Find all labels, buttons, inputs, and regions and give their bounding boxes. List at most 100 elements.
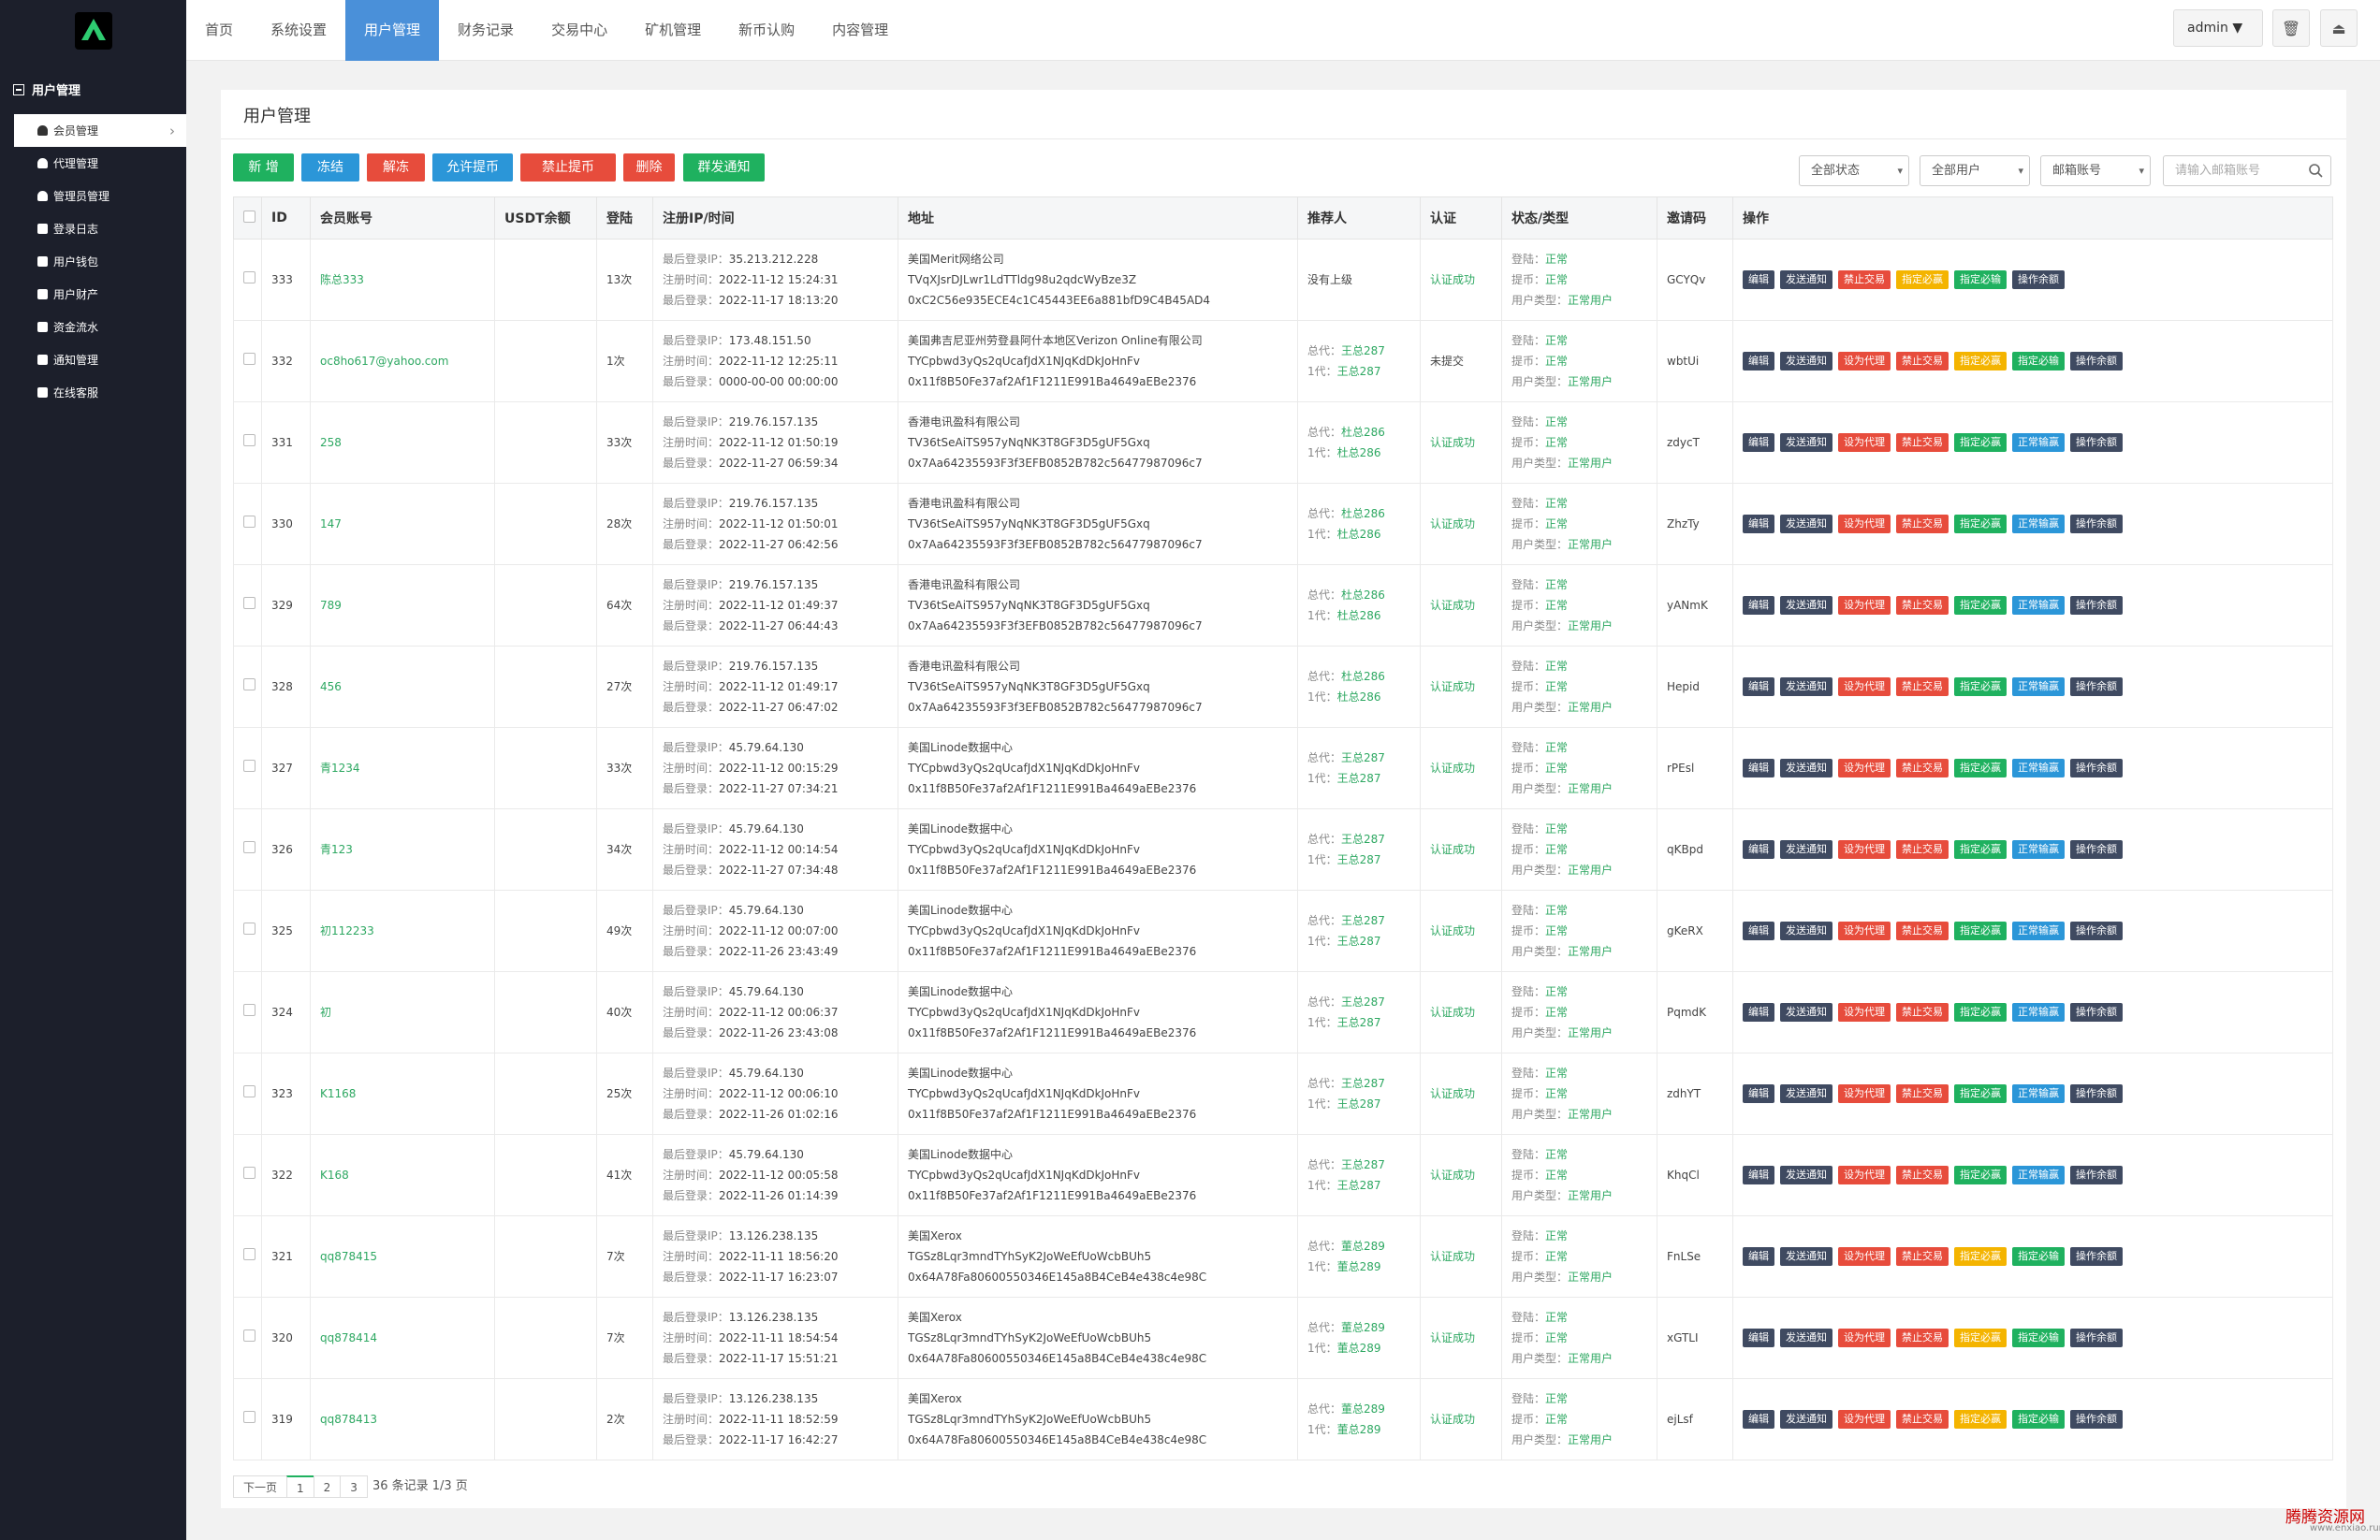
operation-button[interactable]: 编辑 — [1743, 1084, 1774, 1103]
status-select[interactable]: 全部状态 — [1799, 155, 1909, 186]
operation-button[interactable]: 指定必赢 — [1954, 1329, 2007, 1347]
row-checkbox[interactable] — [243, 1167, 256, 1179]
operation-button[interactable]: 正常输赢 — [2012, 677, 2065, 696]
operation-button[interactable]: 操作余额 — [2070, 1003, 2123, 1022]
operation-button[interactable]: 发送通知 — [1780, 1084, 1832, 1103]
operation-button[interactable]: 设为代理 — [1838, 515, 1891, 533]
user-account-link[interactable]: 初 — [310, 971, 495, 1053]
operation-button[interactable]: 操作余额 — [2070, 1084, 2123, 1103]
operation-button[interactable]: 设为代理 — [1838, 1003, 1891, 1022]
row-checkbox[interactable] — [243, 1411, 256, 1423]
user-account-link[interactable]: qq878414 — [310, 1297, 495, 1379]
sidebar-item[interactable]: 资金流水 — [0, 311, 186, 343]
row-checkbox[interactable] — [243, 678, 256, 690]
operation-button[interactable]: 操作余额 — [2012, 270, 2065, 289]
operation-button[interactable]: 禁止交易 — [1896, 1247, 1949, 1266]
row-checkbox[interactable] — [243, 516, 256, 528]
toolbar-button[interactable]: 群发通知 — [683, 153, 765, 182]
operation-button[interactable]: 指定必输 — [1954, 270, 2007, 289]
search-icon[interactable] — [2308, 163, 2323, 178]
user-account-link[interactable]: qq878415 — [310, 1215, 495, 1298]
row-checkbox[interactable] — [243, 1085, 256, 1097]
operation-button[interactable]: 禁止交易 — [1896, 1084, 1949, 1103]
sidebar-item[interactable]: 用户钱包 — [0, 245, 186, 278]
operation-button[interactable]: 指定必赢 — [1954, 352, 2007, 370]
operation-button[interactable]: 发送通知 — [1780, 1329, 1832, 1347]
nav-tab[interactable]: 新币认购 — [738, 22, 796, 38]
operation-button[interactable]: 编辑 — [1743, 1247, 1774, 1266]
operation-button[interactable]: 发送通知 — [1780, 677, 1832, 696]
operation-button[interactable]: 发送通知 — [1780, 1003, 1832, 1022]
operation-button[interactable]: 设为代理 — [1838, 433, 1891, 452]
operation-button[interactable]: 设为代理 — [1838, 677, 1891, 696]
sidebar-item[interactable]: 会员管理 — [14, 114, 186, 147]
operation-button[interactable]: 编辑 — [1743, 352, 1774, 370]
toolbar-button[interactable]: 冻结 — [301, 153, 359, 182]
operation-button[interactable]: 正常输赢 — [2012, 1166, 2065, 1184]
toolbar-button[interactable]: 新 增 — [233, 153, 294, 182]
operation-button[interactable]: 编辑 — [1743, 759, 1774, 777]
user-account-link[interactable]: 初112233 — [310, 890, 495, 972]
operation-button[interactable]: 指定必赢 — [1896, 270, 1949, 289]
sidebar-item[interactable]: 管理员管理 — [0, 180, 186, 212]
operation-button[interactable]: 指定必赢 — [1954, 759, 2007, 777]
operation-button[interactable]: 指定必输 — [2012, 1329, 2065, 1347]
pager-next[interactable]: 下一页 — [233, 1475, 288, 1498]
operation-button[interactable]: 正常输赢 — [2012, 515, 2065, 533]
operation-button[interactable]: 操作余额 — [2070, 596, 2123, 615]
toolbar-button[interactable]: 允许提币 — [432, 153, 513, 182]
user-account-link[interactable]: 258 — [310, 401, 495, 484]
toolbar-button[interactable]: 禁止提币 — [520, 153, 616, 182]
account-type-select[interactable]: 邮箱账号 — [2040, 155, 2151, 186]
operation-button[interactable]: 正常输赢 — [2012, 840, 2065, 859]
operation-button[interactable]: 操作余额 — [2070, 840, 2123, 859]
operation-button[interactable]: 指定必赢 — [1954, 1410, 2007, 1429]
pager-page[interactable]: 2 — [313, 1475, 342, 1498]
toolbar-button[interactable]: 解冻 — [367, 153, 425, 182]
operation-button[interactable]: 指定必赢 — [1954, 677, 2007, 696]
operation-button[interactable]: 编辑 — [1743, 433, 1774, 452]
operation-button[interactable]: 禁止交易 — [1896, 677, 1949, 696]
operation-button[interactable]: 发送通知 — [1780, 433, 1832, 452]
operation-button[interactable]: 发送通知 — [1780, 1410, 1832, 1429]
row-checkbox[interactable] — [243, 353, 256, 365]
operation-button[interactable]: 指定必赢 — [1954, 515, 2007, 533]
nav-tab[interactable]: 首页 — [205, 22, 234, 38]
operation-button[interactable]: 设为代理 — [1838, 759, 1891, 777]
pager-page[interactable]: 1 — [286, 1475, 314, 1498]
user-account-link[interactable]: 147 — [310, 483, 495, 565]
operation-button[interactable]: 操作余额 — [2070, 433, 2123, 452]
operation-button[interactable]: 编辑 — [1743, 270, 1774, 289]
operation-button[interactable]: 禁止交易 — [1896, 352, 1949, 370]
operation-button[interactable]: 发送通知 — [1780, 1166, 1832, 1184]
operation-button[interactable]: 发送通知 — [1780, 1247, 1832, 1266]
sidebar-item[interactable]: 在线客服 — [0, 376, 186, 409]
operation-button[interactable]: 操作余额 — [2070, 759, 2123, 777]
sidebar-item[interactable]: 代理管理 — [0, 147, 186, 180]
nav-tab[interactable]: 内容管理 — [832, 22, 889, 38]
operation-button[interactable]: 指定必赢 — [1954, 922, 2007, 940]
row-checkbox[interactable] — [243, 1004, 256, 1016]
operation-button[interactable]: 设为代理 — [1838, 922, 1891, 940]
operation-button[interactable]: 禁止交易 — [1896, 922, 1949, 940]
operation-button[interactable]: 操作余额 — [2070, 1247, 2123, 1266]
user-type-select[interactable]: 全部用户 — [1920, 155, 2030, 186]
operation-button[interactable]: 指定必输 — [2012, 352, 2065, 370]
operation-button[interactable]: 指定必赢 — [1954, 1247, 2007, 1266]
operation-button[interactable]: 发送通知 — [1780, 840, 1832, 859]
operation-button[interactable]: 指定必赢 — [1954, 1084, 2007, 1103]
user-account-link[interactable]: 陈总333 — [310, 239, 495, 321]
operation-button[interactable]: 操作余额 — [2070, 922, 2123, 940]
operation-button[interactable]: 设为代理 — [1838, 1329, 1891, 1347]
search-input[interactable]: 请输入邮箱账号 — [2163, 155, 2331, 186]
trash-icon[interactable]: 🗑 — [2272, 9, 2310, 47]
operation-button[interactable]: 正常输赢 — [2012, 1084, 2065, 1103]
user-account-link[interactable]: 青123 — [310, 808, 495, 891]
operation-button[interactable]: 禁止交易 — [1896, 1329, 1949, 1347]
row-checkbox[interactable] — [243, 760, 256, 772]
operation-button[interactable]: 禁止交易 — [1896, 1410, 1949, 1429]
operation-button[interactable]: 设为代理 — [1838, 1410, 1891, 1429]
operation-button[interactable]: 编辑 — [1743, 596, 1774, 615]
logout-icon[interactable]: ⏏ — [2320, 9, 2358, 47]
operation-button[interactable]: 操作余额 — [2070, 515, 2123, 533]
